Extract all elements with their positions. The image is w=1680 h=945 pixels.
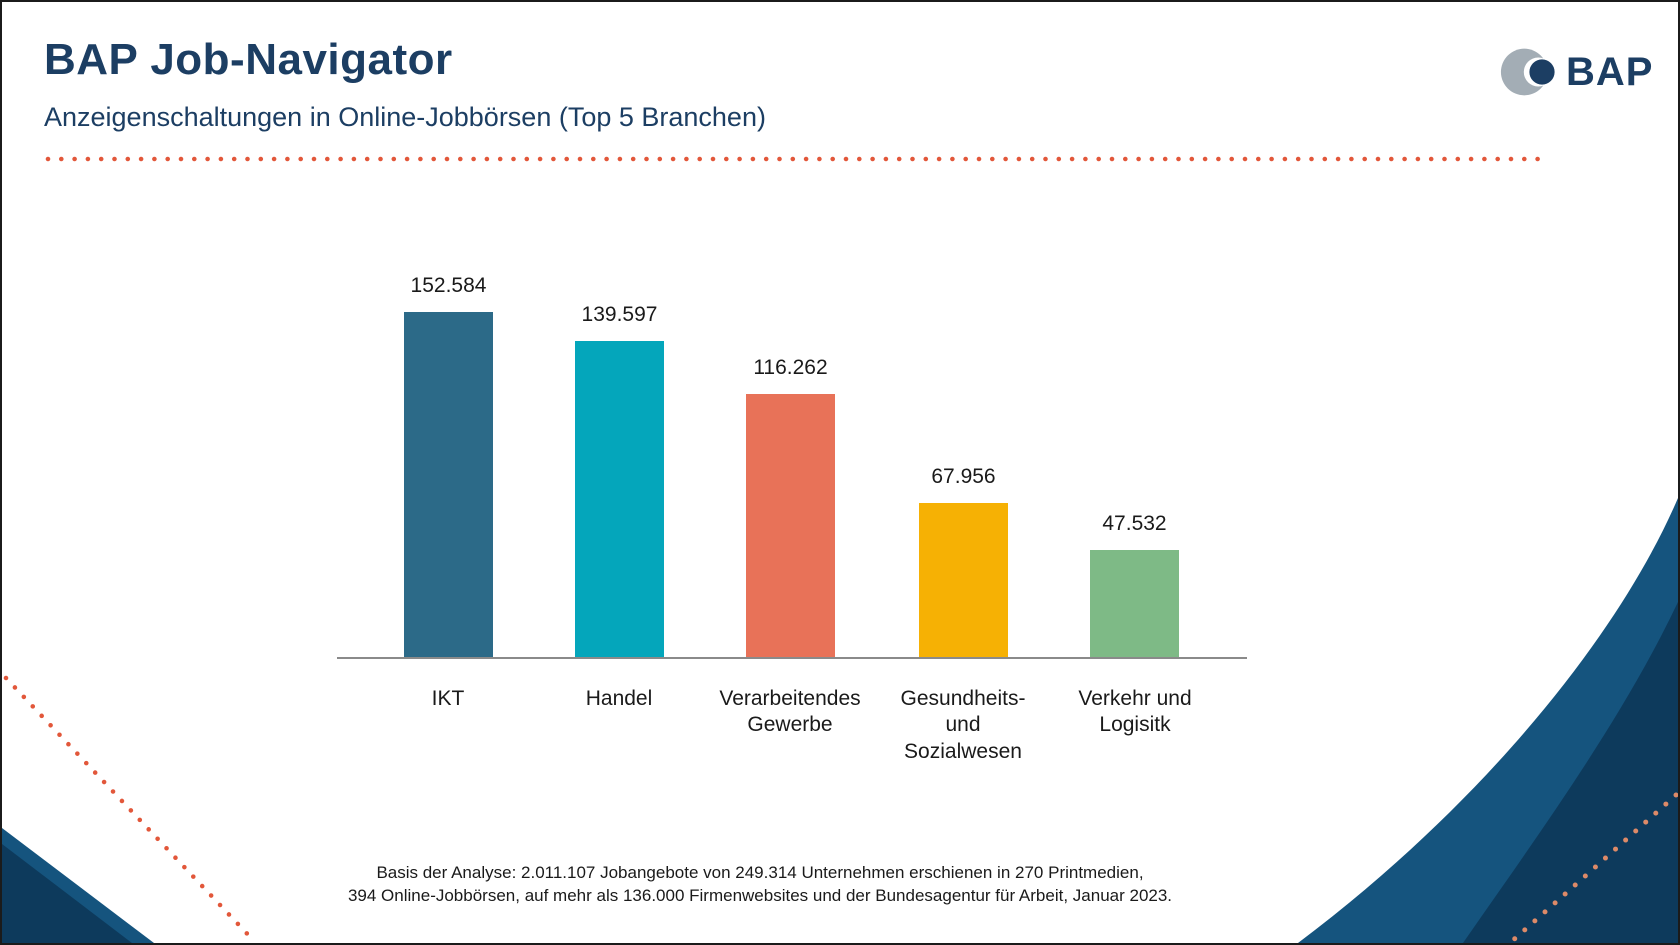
category-label-handel: Handel (585, 687, 653, 710)
bar-handel (575, 341, 664, 657)
category-label-verarbeitendes-gewerbe: Verarbeitendes Gewerbe (719, 687, 861, 737)
bap-logo: BAP (1500, 44, 1653, 100)
source-note-line1: Basis der Analyse: 2.011.107 Jobangebote… (376, 863, 1144, 882)
page-subtitle: Anzeigenschaltungen in Online-Jobbörsen … (44, 102, 766, 132)
bar-column-gesundheits-und-sozialwesen: 67.956 (919, 465, 1008, 657)
page-title: BAP Job-Navigator (44, 35, 453, 84)
bar-gesundheits-und-sozialwesen (919, 503, 1008, 657)
bar-column-ikt: 152.584 (404, 274, 493, 657)
source-note-line2: 394 Online-Jobbörsen, auf mehr als 136.0… (347, 885, 1173, 905)
bar-value-label: 67.956 (931, 465, 996, 488)
category-label-gesundheits-und-sozialwesen: Gesundheits- und Sozialwesen (900, 687, 1026, 763)
bar-verarbeitendes-gewerbe (746, 394, 835, 657)
bar-ikt (404, 312, 493, 657)
source-note: Basis der Analyse: 2.011.107 Jobangebote… (260, 862, 1260, 908)
bar-value-label: 47.532 (1102, 512, 1167, 535)
bar-value-label: 152.584 (410, 274, 487, 297)
bar-column-verarbeitendes-gewerbe: 116.262 (746, 356, 835, 657)
bap-logo-text: BAP (1566, 49, 1654, 94)
bar-column-verkehr-und-logistik: 47.532 (1090, 512, 1179, 657)
category-label-verkehr-und-logistik: Verkehr und Logisitk (1078, 687, 1192, 737)
bar-verkehr-und-logistik (1090, 550, 1179, 657)
category-label-ikt: IKT (431, 687, 465, 710)
x-axis-line (337, 657, 1247, 659)
bar-value-label: 139.597 (581, 303, 658, 326)
bar-value-label: 116.262 (753, 356, 828, 379)
bar-column-handel: 139.597 (575, 303, 664, 657)
bap-logo-icon (1500, 48, 1555, 96)
